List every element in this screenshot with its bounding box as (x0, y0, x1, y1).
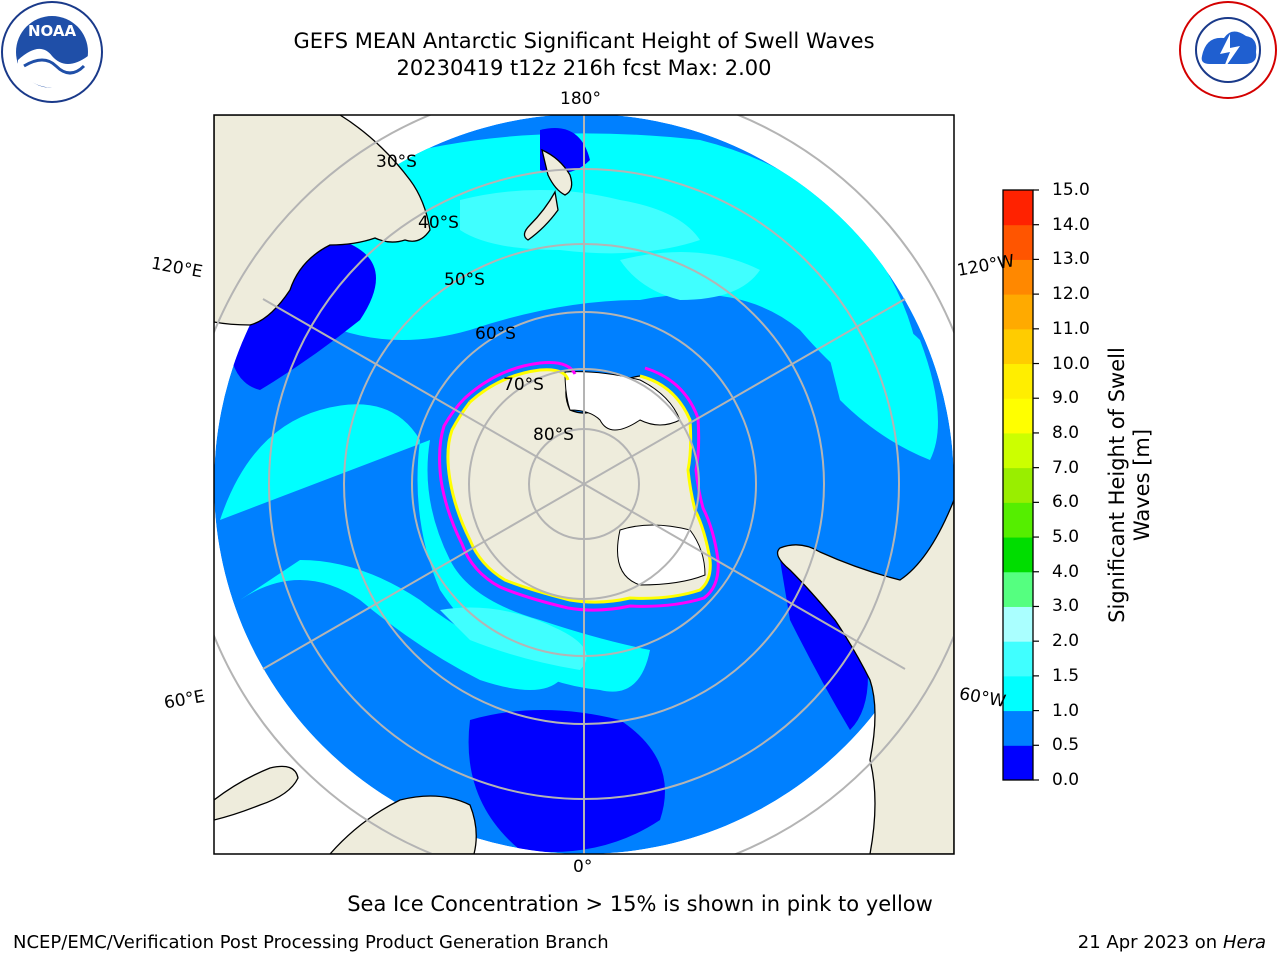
lat-label-60s: 60°S (475, 324, 516, 344)
map-frame (213, 114, 955, 855)
svg-text:NOAA: NOAA (28, 22, 77, 40)
footer-branch: NCEP/EMC/Verification Post Processing Pr… (13, 932, 609, 953)
colorbar-tick-label: 1.0 (1052, 700, 1080, 721)
colorbar-segment (1003, 259, 1033, 295)
lon-label-0: 0° (573, 857, 593, 877)
colorbar-label: Significant Height of Swell Waves [m] (1105, 347, 1154, 623)
colorbar-tick-label: 7.0 (1052, 457, 1080, 478)
chart-title: GEFS MEAN Antarctic Significant Height o… (293, 29, 875, 53)
colorbar (1002, 189, 1039, 781)
colorbar-tick-label: 8.0 (1052, 422, 1080, 443)
lat-label-30s: 30°S (376, 152, 417, 172)
colorbar-tick-label: 4.0 (1052, 561, 1080, 582)
colorbar-tick-label: 11.0 (1052, 318, 1090, 339)
nws-logo-icon (1179, 1, 1277, 99)
colorbar-segment (1003, 363, 1033, 399)
colorbar-segment (1003, 328, 1033, 365)
footer-date: 21 Apr 2023 on Hera (1078, 932, 1266, 953)
colorbar-tick-label: 15.0 (1052, 180, 1090, 200)
colorbar-segment (1003, 432, 1033, 469)
colorbar-frame (1002, 189, 1034, 781)
graticule (214, 115, 954, 854)
colorbar-segment (1003, 710, 1033, 746)
sea-ice-note: Sea Ice Concentration > 15% is shown in … (347, 892, 933, 916)
lat-label-40s: 40°S (418, 213, 459, 233)
lat-label-70s: 70°S (503, 375, 544, 395)
colorbar-tick-label: 0.0 (1052, 770, 1080, 790)
footer-machine: Hera (1222, 932, 1266, 953)
colorbar-tick-label: 9.0 (1052, 388, 1080, 409)
lat-label-50s: 50°S (444, 270, 485, 290)
lon-label-180: 180° (560, 89, 601, 109)
colorbar-segment (1003, 398, 1033, 434)
colorbar-segment (1003, 745, 1033, 781)
colorbar-tick-label: 6.0 (1052, 492, 1080, 513)
colorbar-segment (1003, 224, 1033, 260)
colorbar-tick-label: 12.0 (1052, 284, 1090, 305)
colorbar-tick-label: 1.5 (1052, 665, 1080, 686)
chart-subtitle: 20230419 t12z 216h fcst Max: 2.00 (396, 56, 772, 80)
colorbar-segment (1003, 502, 1033, 538)
colorbar-segment (1003, 294, 1033, 330)
lat-label-80s: 80°S (533, 425, 574, 445)
sea-ice-edge-pink (438, 361, 720, 612)
colorbar-tick-label: 10.0 (1052, 353, 1090, 374)
colorbar-tick-label: 13.0 (1052, 249, 1090, 270)
footer-date-text: 21 Apr 2023 on (1077, 932, 1218, 953)
colorbar-segment (1003, 571, 1033, 607)
colorbar-tick-label: 14.0 (1052, 214, 1090, 235)
noaa-logo-icon: NOAA (1, 1, 103, 103)
colorbar-tick-label: 0.5 (1052, 735, 1080, 756)
colorbar-segment (1003, 675, 1033, 712)
colorbar-segment (1003, 606, 1033, 642)
colorbar-segment (1003, 641, 1033, 677)
colorbar-tick-label: 5.0 (1052, 527, 1080, 548)
colorbar-segment (1003, 190, 1033, 226)
sea-ice-edge-yellow (446, 368, 712, 604)
colorbar-tick-label: 3.0 (1052, 596, 1080, 617)
colorbar-segment (1003, 467, 1033, 503)
colorbar-segment (1003, 537, 1033, 573)
colorbar-tick-label: 2.0 (1052, 631, 1080, 652)
